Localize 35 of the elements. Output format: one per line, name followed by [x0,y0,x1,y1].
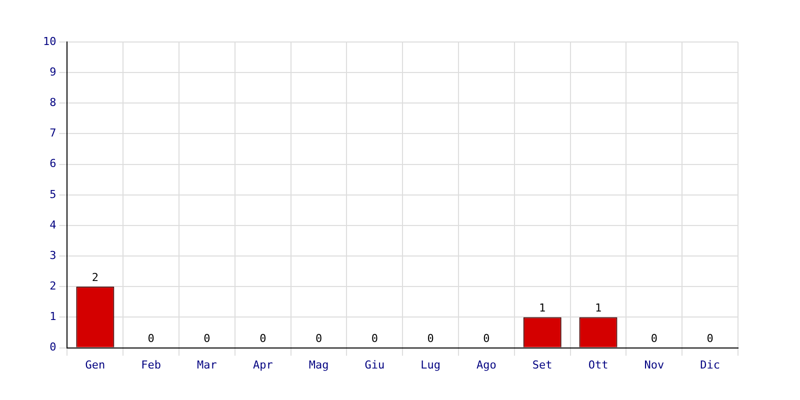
data-label: 0 [260,332,266,346]
y-tick-label: 3 [50,248,56,262]
y-tick-label: 0 [50,340,56,354]
data-label: 0 [371,332,378,346]
x-tick-label: Gen [85,358,106,372]
x-tick-label: Dic [700,358,720,372]
x-tick-label: Giu [364,358,385,372]
x-tick-label: Mar [197,358,218,372]
data-label: 0 [483,332,490,346]
y-tick-label: 4 [50,218,57,232]
data-label: 0 [315,332,322,346]
data-label: 1 [539,302,546,315]
y-tick-label: 5 [50,188,56,201]
y-tick-label: 10 [42,34,56,48]
y-tick-label: 7 [50,126,56,140]
x-tick-label: Feb [141,358,162,372]
data-label: 0 [706,332,714,346]
y-tick-label: 6 [50,157,56,170]
y-tick-label: 1 [50,310,56,324]
x-tick-label: Apr [252,358,274,372]
x-tick-label: Mag [308,358,329,372]
x-tick-label: Ago [476,358,496,372]
y-tick-label: 8 [50,96,56,110]
data-label: 0 [204,332,210,346]
y-tick-label: 2 [50,280,56,292]
data-label: 1 [594,302,602,315]
x-tick-label: Set [532,358,552,372]
x-tick-label: Nov [644,358,664,372]
x-tick-label: Lug [420,358,441,372]
x-tick-label: Ott [588,358,608,372]
data-label: 0 [427,332,434,346]
data-label: 2 [92,271,99,284]
y-tick-label: 9 [50,65,56,78]
data-label: 0 [148,332,154,346]
data-label: 0 [650,332,658,346]
